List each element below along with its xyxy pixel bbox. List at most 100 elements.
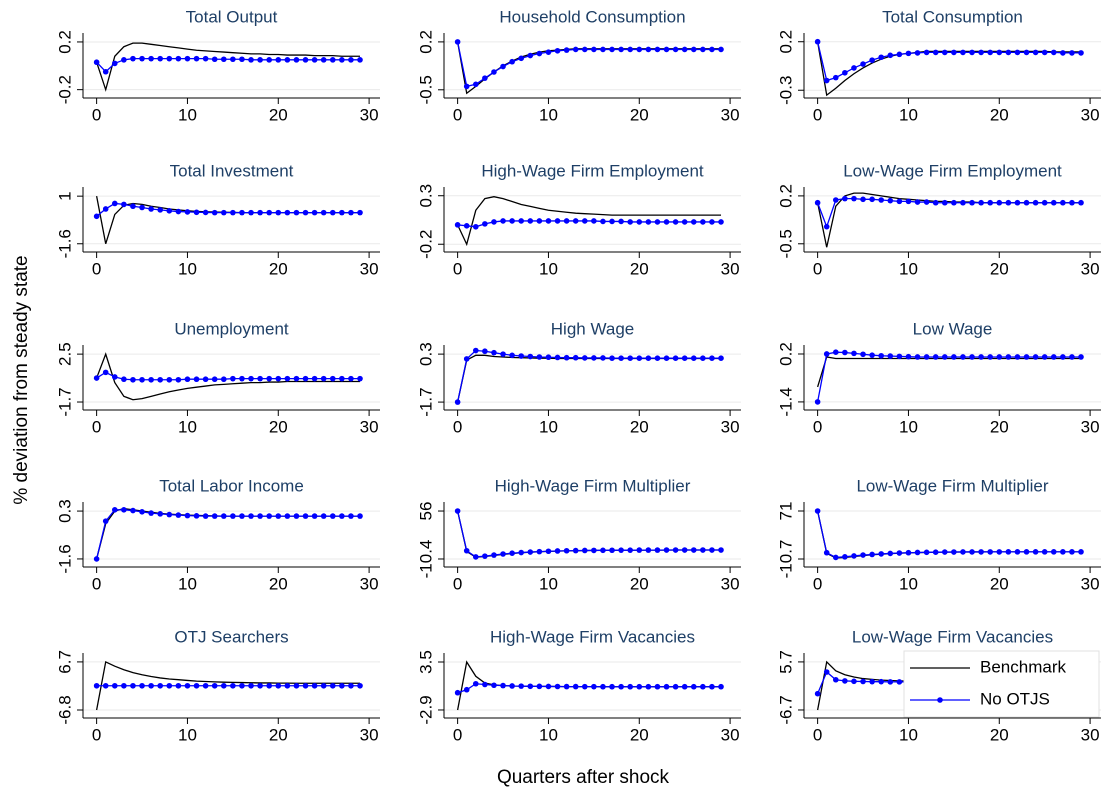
legend-label: No OTJS [980, 689, 1050, 708]
series-marker [618, 547, 624, 553]
x-tick-label: 10 [899, 725, 918, 744]
panel-title: High-Wage Firm Multiplier [495, 476, 691, 495]
series-marker [581, 683, 588, 690]
series-marker [969, 549, 975, 555]
series-marker [220, 56, 227, 63]
series-marker [275, 375, 282, 382]
series-marker [166, 376, 173, 383]
x-tick-label: 30 [1081, 105, 1100, 124]
series-marker [887, 550, 894, 557]
series-marker [248, 209, 254, 216]
series-marker [572, 683, 579, 690]
series-marker [718, 683, 724, 690]
series-marker [102, 682, 109, 689]
series-marker [718, 46, 724, 53]
series-marker [111, 507, 118, 513]
series-marker [348, 209, 354, 216]
x-tick-label: 30 [721, 105, 740, 124]
series-marker [905, 50, 912, 57]
y-tick-label: -1.6 [55, 544, 74, 573]
series-marker [184, 682, 191, 689]
series-marker [932, 549, 939, 555]
series-marker [600, 547, 606, 554]
x-tick-label: 20 [990, 417, 1009, 436]
series-marker [951, 49, 957, 56]
series-marker [690, 683, 697, 690]
x-tick-label: 30 [360, 259, 379, 278]
series-marker [527, 683, 534, 690]
y-tick-label: -0.3 [776, 76, 795, 105]
series-marker [1032, 49, 1039, 56]
x-tick-label: 10 [178, 259, 197, 278]
series-marker [960, 354, 966, 360]
series-marker [284, 682, 291, 689]
series-marker [257, 209, 263, 216]
series-marker [357, 375, 363, 382]
x-tick-label: 0 [92, 259, 101, 278]
series-marker [905, 198, 912, 205]
series-marker [148, 682, 154, 689]
series-marker [1023, 199, 1030, 206]
series-marker [491, 682, 497, 689]
y-tick-label: -10.7 [776, 540, 795, 579]
series-marker [491, 349, 497, 356]
series-marker [202, 513, 209, 519]
series-marker [329, 375, 336, 382]
series-marker [896, 679, 903, 685]
series-marker [266, 57, 272, 63]
series-marker [851, 195, 857, 202]
series-marker [672, 683, 679, 690]
panel-title: High-Wage Firm Vacancies [490, 627, 695, 646]
series-marker [814, 690, 821, 697]
series-marker [148, 376, 154, 383]
series-marker [329, 513, 336, 519]
x-tick-label: 20 [269, 105, 288, 124]
series-marker [266, 209, 272, 216]
series-marker [275, 682, 282, 689]
series-marker [932, 49, 939, 56]
x-tick-label: 10 [178, 725, 197, 744]
series-marker [700, 219, 706, 225]
series-marker [102, 68, 109, 75]
x-tick-label: 30 [721, 725, 740, 744]
series-marker [591, 218, 597, 224]
x-tick-label: 10 [539, 725, 558, 744]
series-marker [193, 55, 200, 62]
series-marker [166, 208, 173, 214]
series-marker [545, 548, 552, 555]
series-marker [1014, 549, 1021, 555]
series-marker [239, 56, 245, 63]
series-marker [600, 355, 606, 361]
series-marker [175, 376, 182, 383]
series-marker [284, 57, 291, 63]
series-marker [636, 683, 643, 690]
series-marker [563, 547, 570, 554]
x-tick-label: 0 [92, 417, 101, 436]
series-marker [563, 218, 570, 224]
series-marker [284, 209, 291, 216]
series-marker [1023, 354, 1030, 360]
series-marker [93, 213, 100, 220]
series-marker [1014, 354, 1021, 360]
series-marker [230, 209, 236, 216]
series-marker [914, 549, 921, 556]
y-tick-label: -0.5 [776, 229, 795, 258]
series-marker [618, 218, 624, 225]
series-marker [645, 46, 652, 53]
series-marker [339, 375, 345, 382]
series-marker [814, 399, 821, 405]
series-marker [111, 682, 118, 689]
series-marker [121, 201, 127, 208]
series-marker [184, 209, 191, 215]
series-marker [472, 81, 479, 88]
series-marker [320, 209, 327, 216]
series-marker [545, 49, 552, 55]
series-marker [202, 209, 209, 216]
series-marker [709, 46, 715, 53]
series-marker [220, 682, 227, 689]
series-marker [636, 219, 643, 225]
series-marker [654, 46, 661, 53]
series-marker [554, 683, 561, 690]
series-marker [357, 513, 363, 519]
series-marker [851, 678, 857, 685]
